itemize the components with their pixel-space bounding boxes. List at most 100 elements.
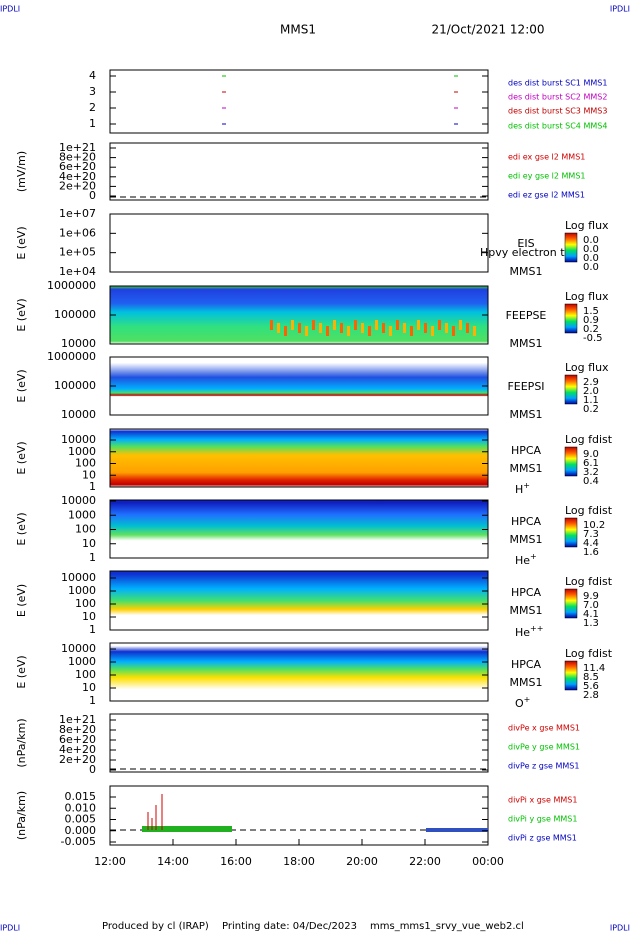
colorbar-title: Log fdist (565, 647, 613, 660)
y-tick-label: 10000 (61, 642, 96, 655)
y-tick-label: 3 (89, 85, 96, 98)
colorbar-tick-label: 0.4 (583, 476, 599, 487)
colorbar-tick-label: 0.0 (583, 235, 599, 246)
species-label: He++ (515, 624, 543, 640)
colorbar-tick-label: 10.2 (583, 520, 605, 531)
species-base: He (515, 554, 530, 567)
y-tick-label: 0 (89, 189, 96, 202)
colorbar-tick-label: 6.1 (583, 458, 599, 469)
instrument-label: MMS1 (510, 265, 543, 278)
y-axis-label: E (eV) (15, 584, 28, 617)
y-tick-label: 10 (82, 681, 96, 694)
instrument-label: FEEPSE (506, 309, 547, 322)
colorbar-tick-label: 0.0 (583, 262, 599, 273)
spectrogram-patch (312, 320, 315, 330)
y-tick-label: 1000000 (47, 350, 96, 363)
species-charge: ++ (530, 624, 543, 633)
x-tick-label: 00:00 (472, 855, 504, 868)
species-base: O (515, 697, 524, 710)
y-tick-label: 0 (89, 763, 96, 776)
y-tick-label: 1 (89, 623, 96, 636)
colorbar-tick-label: 8.5 (583, 672, 599, 683)
panel-frame (109, 142, 489, 201)
legend-entry: divPi z gse MMS1 (508, 834, 577, 843)
y-tick-label: 100 (75, 668, 96, 681)
y-tick-label: 4e+20 (59, 743, 96, 756)
instrument-label: MMS1 (510, 408, 543, 421)
legend-entry: divPe y gse MMS1 (508, 743, 580, 752)
corner-label: IPDLI (610, 924, 630, 933)
y-tick-label: 4e+20 (59, 170, 96, 183)
instrument-label: MMS1 (510, 533, 543, 546)
panel-frame (109, 570, 489, 631)
colorbar (564, 446, 578, 477)
y-tick-label: 2e+20 (59, 179, 96, 192)
x-tick-label: 18:00 (283, 855, 315, 868)
legend-entry: edi ex gse l2 MMS1 (508, 153, 585, 162)
colorbar-tick-label: 0.2 (583, 404, 599, 415)
corner-label: IPDLI (0, 924, 20, 933)
spectrogram-patch (431, 326, 434, 336)
corner-label: IPDLI (610, 5, 630, 14)
y-tick-label: 1000 (68, 584, 96, 597)
spectrogram (110, 571, 488, 630)
trace (142, 826, 232, 832)
x-tick-label: 14:00 (157, 855, 189, 868)
printing-date: Printing date: 04/Dec/2023 (222, 921, 357, 932)
y-tick-label: 0.010 (65, 801, 97, 814)
legend-entry: des dist burst SC2 MMS2 (508, 93, 607, 102)
spectrogram-patch (389, 326, 392, 336)
y-tick-label: 1000 (68, 445, 96, 458)
y-tick-label: 1000 (68, 508, 96, 521)
colorbar (564, 588, 578, 619)
colorbar-tick-label: 3.2 (583, 467, 599, 478)
y-axis-label: E (eV) (15, 512, 28, 545)
colorbar-tick-label: 2.9 (583, 377, 599, 388)
species-charge: + (523, 481, 530, 490)
y-tick-label: 0.005 (65, 813, 97, 826)
spectrogram-patch (473, 326, 476, 336)
colorbar-tick-label: 1.5 (583, 306, 599, 317)
legend-entry: des dist burst SC4 MMS4 (508, 122, 607, 131)
spectrogram-patch (466, 323, 469, 333)
instrument-label: MMS1 (510, 676, 543, 689)
y-tick-label: 1 (89, 694, 96, 707)
y-tick-label: 8e+20 (59, 151, 96, 164)
y-tick-label: 10 (82, 610, 96, 623)
legend-entry: des dist burst SC3 MMS3 (508, 107, 607, 116)
spectrogram-patch (417, 320, 420, 330)
y-tick-label: 1e+06 (59, 226, 96, 239)
colorbar-tick-label: 9.0 (583, 449, 599, 460)
colorbar-tick-label: -0.5 (583, 333, 603, 344)
species-label: O+ (515, 695, 530, 711)
y-tick-label: 100 (75, 597, 96, 610)
y-tick-label: 1000 (68, 655, 96, 668)
colorbar-title: Log fdist (565, 433, 613, 446)
y-tick-label: 1000000 (47, 279, 96, 292)
y-tick-label: 100 (75, 523, 96, 536)
legend-entry: edi ey gse l2 MMS1 (508, 172, 586, 181)
spectrogram-patch (375, 320, 378, 330)
colorbar (564, 303, 578, 334)
y-axis-label: E (eV) (15, 655, 28, 688)
instrument-label: FEEPSI (507, 380, 544, 393)
y-tick-label: -0.005 (61, 835, 96, 848)
colorbar-title: Log fdist (565, 575, 613, 588)
y-tick-label: 100000 (54, 379, 96, 392)
spectrogram-patch (410, 326, 413, 336)
y-axis-label: E (eV) (15, 226, 28, 259)
y-tick-label: 10000 (61, 571, 96, 584)
species-label: H+ (515, 481, 530, 497)
colorbar-title: Log flux (565, 290, 609, 303)
instrument-label: MMS1 (510, 337, 543, 350)
datetime: 21/Oct/2021 12:00 (431, 23, 544, 37)
spectrogram (110, 429, 488, 487)
y-tick-label: 1e+21 (59, 713, 96, 726)
species-charge: + (524, 695, 531, 704)
instrument-label: HPCA (511, 444, 542, 457)
y-axis-label: E (eV) (15, 369, 28, 402)
colorbar (564, 660, 578, 691)
spectrogram-patch (438, 320, 441, 330)
y-tick-label: 1e+05 (59, 246, 96, 259)
